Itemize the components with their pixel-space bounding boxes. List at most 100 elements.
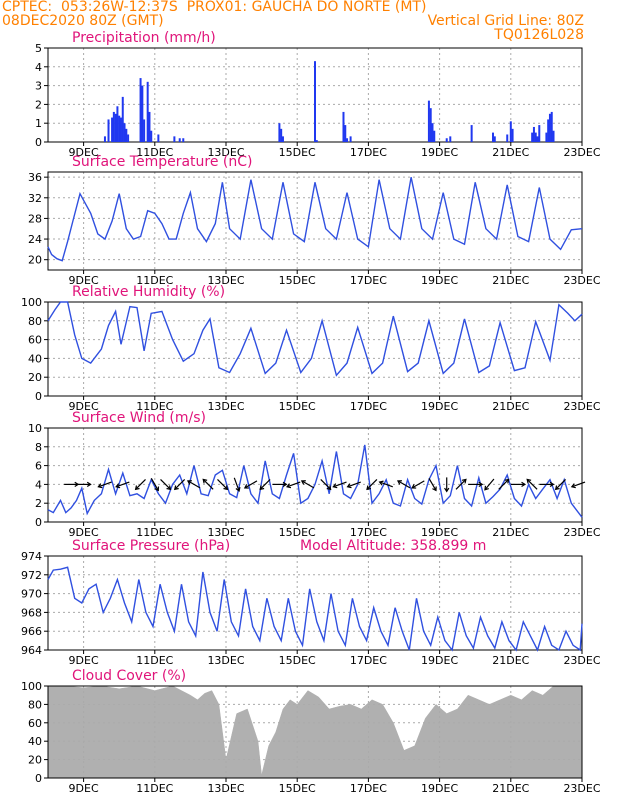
pres-xtick-label: 23DEC (563, 654, 600, 667)
wind-xtick-label: 11DEC (136, 526, 173, 539)
precip-bar (141, 85, 144, 142)
wind-arrow-shaft (571, 481, 586, 488)
wind-arrow-shaft (301, 480, 315, 489)
wind-arrow-head (166, 485, 172, 491)
wind-arrow-shaft (244, 480, 258, 489)
temp-xtick-label: 23DEC (563, 274, 600, 287)
precip-ytick-label: 5 (35, 42, 42, 55)
pres-ytick-label: 970 (21, 588, 42, 601)
precip-bar (445, 138, 448, 142)
wind-arrow (539, 481, 555, 488)
precip-bar (107, 119, 110, 142)
wind-series-line (47, 444, 583, 518)
wind-ytick-label: 6 (35, 460, 42, 473)
rh-ytick-label: 40 (28, 352, 42, 365)
pres-xtick-label: 11DEC (136, 654, 173, 667)
wind-arrow (455, 478, 467, 490)
wind-arrow-head (202, 478, 208, 484)
wind-arrow-head (521, 481, 527, 488)
cloud-ytick-label: 0 (35, 772, 42, 785)
wind-arrow-shaft (428, 478, 437, 491)
wind-arrow-head (554, 485, 560, 491)
wind-arrow-head (526, 478, 532, 484)
wind-arrow-shaft (160, 479, 171, 490)
precip-bar (315, 140, 318, 142)
pres-ytick-label: 974 (21, 550, 42, 563)
wind-arrow-head (346, 483, 352, 489)
pres-frame (47, 555, 583, 651)
temp-panel (44, 171, 583, 274)
wind-arrow (76, 481, 92, 488)
wind-arrow (570, 481, 586, 489)
precip-ytick-label: 1 (35, 117, 42, 130)
precip-bar (547, 119, 550, 142)
pres-xtick-label: 19DEC (421, 654, 458, 667)
precip-bar (536, 136, 539, 142)
wind-arrow-shaft (202, 479, 214, 490)
wind-arrow-head (243, 484, 249, 489)
cloud-ytick-label: 80 (28, 698, 42, 711)
precip-bar (538, 125, 541, 142)
wind-arrow-shaft (98, 481, 112, 488)
pres-ytick-label: 966 (21, 625, 42, 638)
wind-arrow-head (235, 486, 241, 493)
precip-bar (157, 134, 160, 142)
rh-series-line (47, 301, 583, 377)
wind-arrow-shaft (333, 481, 347, 488)
precip-xtick-label: 21DEC (492, 146, 529, 159)
precip-bar (449, 136, 452, 142)
wind-arrow-head (97, 483, 103, 489)
cloud-title: Cloud Cover (%) (72, 668, 186, 684)
precip-bar (552, 130, 555, 142)
cloud-xtick-label: 19DEC (421, 782, 458, 795)
wind-arrow-shaft (411, 480, 425, 489)
pres-ytick-label: 972 (21, 569, 42, 582)
header-line1: CPTEC: 053:26W-12:37S PROX01: GAUCHA DO … (2, 0, 427, 15)
wind-arrow-shaft (555, 479, 567, 490)
wind-arrow (428, 478, 437, 492)
cloud-xtick-label: 17DEC (350, 782, 387, 795)
wind-arrow-head (300, 480, 306, 485)
wind-arrow (498, 478, 510, 490)
wind-arrow-shaft (174, 479, 186, 490)
cloud-ytick-label: 60 (28, 717, 42, 730)
precip-xtick-label: 19DEC (421, 146, 458, 159)
precip-bar (492, 132, 494, 142)
pres-title: Surface Pressure (hPa) (72, 538, 230, 554)
pres-xtick-label: 17DEC (350, 654, 387, 667)
wind-arrow (186, 480, 201, 489)
cloud-xtick-label: 9DEC (69, 782, 99, 795)
wind-arrow (97, 481, 112, 489)
pres-series-line (47, 566, 583, 652)
temp-ytick-label: 28 (28, 212, 42, 225)
temp-xtick-label: 15DEC (279, 274, 316, 287)
temp-frame (47, 171, 583, 271)
precip-xtick-label: 13DEC (207, 146, 244, 159)
cloud-xtick-label: 13DEC (207, 782, 244, 795)
pres-ytick-label: 964 (21, 644, 42, 657)
wind-xtick-label: 13DEC (207, 526, 244, 539)
wind-arrow-head (154, 486, 160, 492)
wind-panel (44, 427, 586, 526)
rh-xtick-label: 9DEC (69, 400, 99, 413)
wind-arrow (160, 479, 172, 491)
precip-bar (103, 136, 106, 142)
wind-arrow (346, 481, 361, 489)
wind-arrow-head (484, 485, 489, 491)
wind-arrow-shaft (320, 479, 332, 490)
wind-arrow (202, 478, 214, 490)
precip-bar (280, 128, 283, 142)
wind-xtick-label: 17DEC (350, 526, 387, 539)
precip-bar (548, 113, 551, 142)
rh-xtick-label: 15DEC (279, 400, 316, 413)
header-line3-right: TQ0126L028 (494, 27, 584, 43)
wind-arrow (233, 477, 241, 493)
precip-bar (545, 132, 548, 142)
temp-ytick-label: 36 (28, 171, 42, 184)
header-line2-left: 08DEC2020 80Z (GMT) (2, 13, 164, 29)
precip-bar (123, 123, 126, 142)
wind-xtick-label: 23DEC (563, 526, 600, 539)
wind-arrow-head (186, 480, 192, 485)
precip-bar (534, 132, 537, 142)
precip-bar (342, 111, 345, 142)
